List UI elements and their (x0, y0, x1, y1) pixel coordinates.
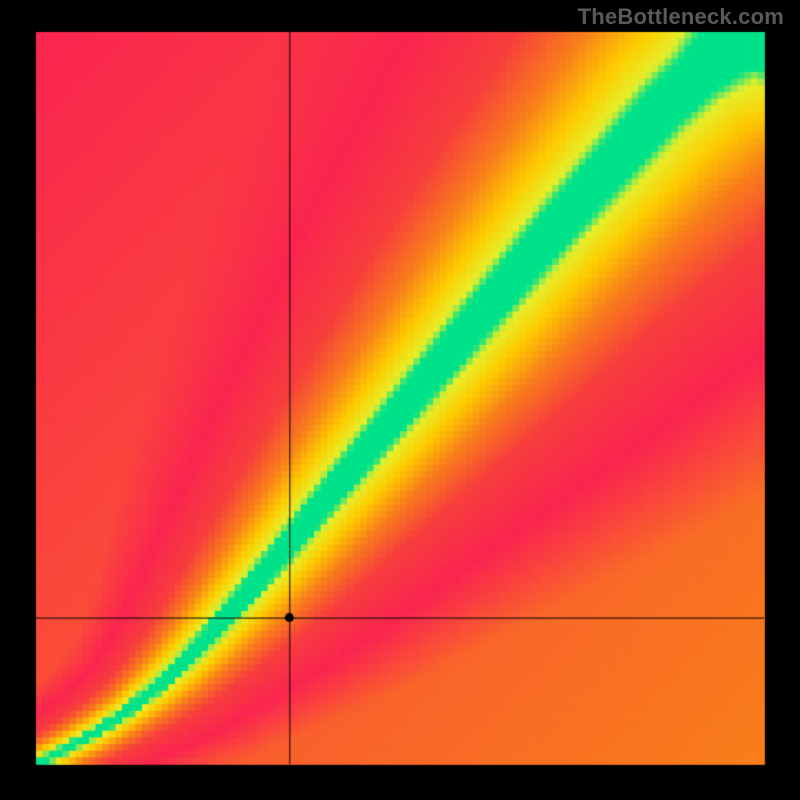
heatmap-canvas (0, 0, 800, 800)
chart-frame: TheBottleneck.com (0, 0, 800, 800)
watermark-text: TheBottleneck.com (578, 4, 784, 30)
